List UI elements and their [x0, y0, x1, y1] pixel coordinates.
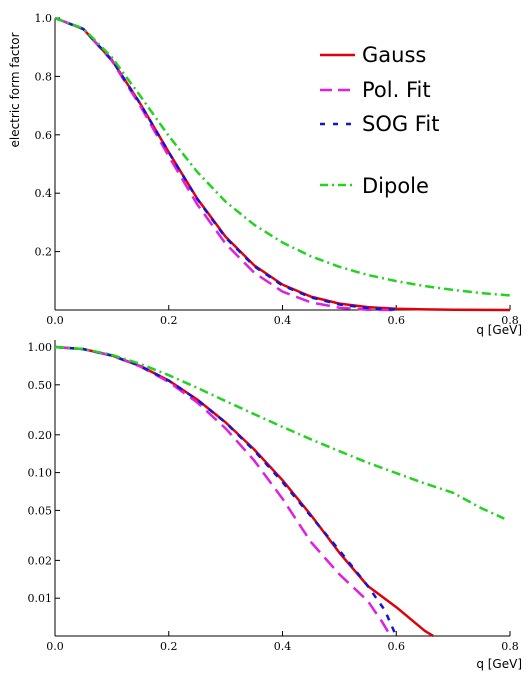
legend-label-gauss: Gauss	[362, 43, 426, 67]
y-tick-label: 0.20	[28, 429, 53, 442]
y-tick-label: 0.50	[28, 379, 53, 392]
x-tick-label: 0.0	[46, 640, 64, 653]
y-tick-label: 0.4	[35, 187, 53, 200]
y-tick-label: 1.00	[28, 341, 53, 354]
x-tick-label: 0.2	[160, 314, 178, 327]
x-tick-label: 0.6	[388, 640, 406, 653]
y-tick-label: 1.0	[35, 12, 53, 25]
y-tick-label: 0.05	[28, 504, 53, 517]
x-tick-label: 0.4	[274, 640, 292, 653]
y-tick-label: 0.10	[28, 467, 53, 480]
legend-label-sog-fit: SOG Fit	[362, 112, 439, 136]
y-axis-label: electric form factor	[8, 32, 22, 147]
y-tick-label: 0.6	[35, 129, 53, 142]
x-axis-label: q [GeV]	[476, 657, 522, 671]
x-tick-label: 0.8	[501, 640, 519, 653]
y-tick-label: 0.02	[28, 554, 53, 567]
legend-label-dipole: Dipole	[362, 174, 429, 198]
x-tick-label: 0.0	[46, 314, 64, 327]
x-tick-label: 0.6	[388, 314, 406, 327]
y-tick-label: 0.01	[28, 592, 53, 605]
x-axis-label: q [GeV]	[476, 323, 522, 337]
legend-label-pol-fit: Pol. Fit	[362, 78, 431, 102]
y-tick-label: 0.2	[35, 246, 53, 259]
x-tick-label: 0.2	[160, 640, 178, 653]
y-tick-label: 0.8	[35, 70, 53, 83]
x-tick-label: 0.4	[274, 314, 292, 327]
